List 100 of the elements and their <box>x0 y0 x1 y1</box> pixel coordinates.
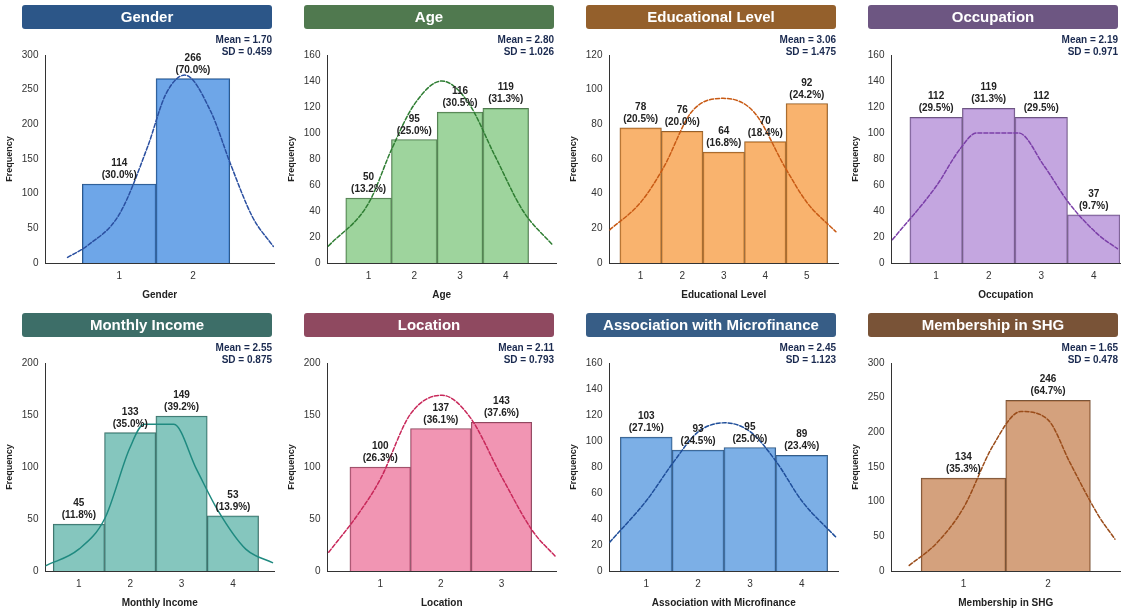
y-axis-title: Frequency <box>567 444 578 490</box>
y-tick-label: 120 <box>585 408 603 420</box>
x-axis-title: Association with Microfinance <box>651 596 797 608</box>
text: Mean = 2.11 <box>498 342 555 353</box>
x-tick-label: 4 <box>762 269 769 281</box>
line-series <box>609 422 837 544</box>
y-tick-label: 80 <box>591 460 603 472</box>
y-tick-label: 0 <box>314 256 321 268</box>
y-tick-label: 100 <box>867 126 885 138</box>
y-tick-label: 60 <box>591 486 603 498</box>
text: Mean = 3.06 <box>779 34 837 45</box>
x-tick-label: 2 <box>679 269 686 281</box>
annotation: SD = 0.971 <box>1067 46 1119 57</box>
data-label: 119 (31.3%) <box>971 81 1007 105</box>
y-tick-label: 160 <box>585 356 603 368</box>
x-tick-label: 4 <box>502 269 509 281</box>
y-axis-title: Frequency <box>849 136 860 182</box>
data-label: 64 (16.8%) <box>706 125 742 149</box>
line-series <box>908 410 1116 567</box>
x-tick-label: 2 <box>1045 577 1052 589</box>
data-label: 45 (11.8%) <box>61 497 97 521</box>
data-label: 114 (30.0%) <box>101 156 137 180</box>
line-series <box>327 80 554 247</box>
x-tick-label: 4 <box>1090 269 1097 281</box>
y-tick-label: 120 <box>585 48 603 60</box>
annotation: SD = 0.478 <box>1067 354 1119 365</box>
chart-title: Educational Level <box>586 5 836 29</box>
x-tick-label: 3 <box>457 269 464 281</box>
data-label: 143 (37.6%) <box>483 395 519 419</box>
data-label: 134 (35.3%) <box>945 451 981 475</box>
x-tick-label: 1 <box>365 269 372 281</box>
y-tick-label: 200 <box>303 356 321 368</box>
text: Mean = 2.45 <box>779 342 837 353</box>
x-axis-title: Monthly Income <box>121 596 199 608</box>
x-tick-label: 3 <box>720 269 727 281</box>
y-tick-label: 150 <box>867 460 885 472</box>
x-tick-label: 1 <box>643 577 650 589</box>
y-tick-label: 0 <box>596 256 603 268</box>
y-axis-title: Frequency <box>567 136 578 182</box>
x-axis-title: Age <box>432 288 452 300</box>
annotation: SD = 0.793 <box>503 354 555 365</box>
x-tick-label: 1 <box>960 577 967 589</box>
x-tick-label: 1 <box>76 577 83 589</box>
data-label: 76 (20.0%) <box>664 104 700 128</box>
y-tick-label: 100 <box>585 434 603 446</box>
x-tick-label: 1 <box>116 269 123 281</box>
y-tick-label: 100 <box>867 495 885 507</box>
x-tick-label: 3 <box>498 577 505 589</box>
y-tick-label: 100 <box>21 460 39 472</box>
line-series <box>891 132 1119 250</box>
data-label: 95 (25.0%) <box>396 112 432 136</box>
y-tick-label: 160 <box>867 48 885 60</box>
y-tick-label: 160 <box>303 48 321 60</box>
y-tick-label: 80 <box>591 118 603 130</box>
y-tick-label: 80 <box>309 152 321 164</box>
data-label: 112 (29.5%) <box>918 90 954 114</box>
y-tick-label: 20 <box>309 230 321 242</box>
annotation: SD = 1.123 <box>785 354 837 365</box>
y-tick-label: 0 <box>878 256 885 268</box>
y-tick-label: 100 <box>585 83 603 95</box>
annotation: SD = 0.875 <box>221 354 273 365</box>
chart-title: Membership in SHG <box>868 313 1118 337</box>
y-axis-title: Frequency <box>285 444 296 490</box>
annotation: SD = 1.475 <box>785 46 837 57</box>
y-tick-label: 140 <box>585 382 603 394</box>
y-tick-label: 100 <box>303 126 321 138</box>
data-label: 266 (70.0%) <box>175 51 211 75</box>
y-tick-label: 300 <box>867 356 885 368</box>
x-axis-title: Location <box>420 596 463 608</box>
x-axis-title: Gender <box>142 288 178 300</box>
text: Mean = 1.70 <box>215 34 273 45</box>
chart-title: Age <box>304 5 554 29</box>
y-tick-label: 120 <box>867 100 885 112</box>
data-label: 149 (39.2%) <box>164 389 200 413</box>
y-tick-label: 50 <box>873 530 885 542</box>
text: Mean = 2.80 <box>497 34 555 45</box>
data-label: 50 (13.2%) <box>351 171 387 194</box>
x-tick-label: 2 <box>190 269 197 281</box>
data-label: 133 (35.0%) <box>112 405 148 429</box>
y-tick-label: 40 <box>873 204 885 216</box>
y-tick-label: 200 <box>21 356 39 368</box>
y-tick-label: 0 <box>32 564 39 576</box>
y-tick-label: 0 <box>314 564 321 576</box>
data-label: 103 (27.1%) <box>628 410 664 434</box>
x-tick-label: 2 <box>438 577 445 589</box>
chart-title: Monthly Income <box>22 313 272 337</box>
y-tick-label: 50 <box>27 222 39 234</box>
data-label: 37 (9.7%) <box>1079 187 1109 211</box>
x-tick-label: 1 <box>637 269 644 281</box>
y-tick-label: 150 <box>21 408 39 420</box>
y-tick-label: 250 <box>21 83 39 95</box>
y-tick-label: 50 <box>309 512 321 524</box>
y-tick-label: 60 <box>309 178 321 190</box>
chart-title: Location <box>304 313 554 337</box>
x-tick-label: 2 <box>411 269 418 281</box>
x-axis-title: Occupation <box>978 288 1034 300</box>
y-tick-label: 40 <box>591 187 603 199</box>
y-tick-label: 120 <box>303 100 321 112</box>
y-tick-label: 150 <box>21 152 39 164</box>
y-tick-label: 140 <box>867 74 885 86</box>
